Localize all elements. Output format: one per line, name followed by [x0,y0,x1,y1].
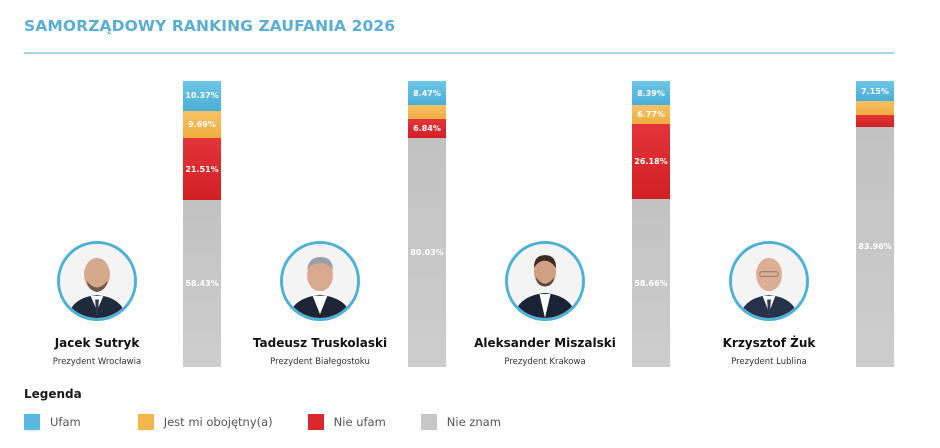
portrait-icon [732,244,806,318]
bar-segment-unknown: 83.96% [856,126,894,368]
bar-segment-neutral [856,101,894,116]
person-role: Prezydent Wrocławia [52,357,142,367]
avatar [57,241,137,321]
person-role: Prezydent Białegostoku [270,357,370,367]
legend-item-distrust: Nie ufam [307,414,386,430]
legend-label: Nie znam [446,415,501,429]
bar-segment-trust: 10.37% [183,81,221,111]
person-name: Krzysztof Żuk [722,336,816,350]
bar-segment-trust: 8.39% [632,81,670,105]
bar-segment-unknown: 80.03% [408,138,446,367]
legend-swatch-icon [24,414,40,430]
person-role: Prezydent Krakowa [504,357,586,367]
avatar [505,241,585,321]
bar-segment-trust: 8.47% [408,81,446,106]
person-card-miszalski: Aleksander Miszalski Prezydent Krakowa [470,241,620,367]
legend-label: Jest mi obojętny(a) [163,415,273,429]
legend-label: Nie ufam [333,415,386,429]
legend-label: Ufam [50,415,81,429]
avatar [729,241,809,321]
legend-title: Legenda [24,387,82,401]
title-divider [24,52,894,54]
legend-swatch-icon [307,414,324,430]
avatar [280,241,360,321]
stacked-bar-zuk: 7.15% 83.96% [856,81,894,368]
person-card-truskolaski: Tadeusz Truskolaski Prezydent Białegosto… [245,241,395,367]
legend-item-trust: Ufam [24,414,81,430]
person-name: Aleksander Miszalski [474,336,616,350]
person-name: Jacek Sutryk [54,336,140,350]
stacked-bar-sutryk: 10.37% 9.69% 21.51% 58.43% [183,81,221,367]
portrait-icon [283,244,357,318]
page-title: SAMORZĄDOWY RANKING ZAUFANIA 2026 [24,17,396,35]
bar-segment-neutral [408,105,446,119]
bar-segment-unknown: 58.66% [632,199,670,367]
person-role: Prezydent Lublina [731,357,807,367]
bar-segment-distrust: 6.84% [408,118,446,139]
bar-segment-neutral: 6.77% [632,105,670,125]
legend: Ufam Jest mi obojętny(a) Nie ufam Nie zn… [24,414,536,430]
bar-segment-neutral: 9.69% [183,110,221,139]
portrait-icon [60,244,134,318]
stacked-bar-truskolaski: 8.47% 6.84% 80.03% [408,81,446,367]
stacked-bar-miszalski: 8.39% 6.77% 26.18% 58.66% [632,81,670,367]
portrait-icon [508,244,582,318]
legend-swatch-icon [420,414,437,430]
person-card-sutryk: Jacek Sutryk Prezydent Wrocławia [22,241,172,367]
person-card-zuk: Krzysztof Żuk Prezydent Lublina [694,241,844,367]
legend-item-unknown: Nie znam [420,414,501,430]
bar-segment-distrust: 26.18% [632,124,670,200]
person-name: Tadeusz Truskolaski [252,336,388,350]
legend-swatch-icon [137,414,154,430]
bar-segment-trust: 7.15% [856,81,894,102]
bar-segment-distrust: 21.51% [183,138,221,200]
bar-segment-distrust [856,115,894,127]
legend-item-neutral: Jest mi obojętny(a) [137,414,273,430]
bar-segment-unknown: 58.43% [183,199,221,367]
